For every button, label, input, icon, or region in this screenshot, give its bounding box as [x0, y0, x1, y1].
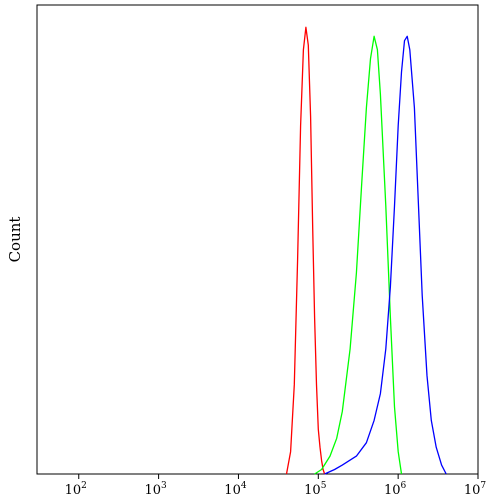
plot-area: [36, 4, 479, 475]
x-tick-exponent: 7: [480, 481, 486, 491]
x-tick-label: 106: [384, 481, 407, 498]
x-tick-base: 10: [224, 483, 241, 498]
histogram-series-3: [324, 35, 447, 475]
histogram-series-2: [314, 35, 403, 475]
x-tick-label: 103: [144, 481, 167, 498]
x-tick-exponent: 5: [321, 481, 327, 491]
x-tick-label: 105: [304, 481, 327, 498]
x-tick-base: 10: [65, 483, 82, 498]
x-tick-label: 107: [464, 481, 487, 498]
y-axis-label: Count: [6, 217, 24, 263]
plot-frame: [36, 4, 479, 475]
x-tick-label: 104: [224, 481, 247, 498]
series-layer: [285, 26, 447, 475]
x-axis: 102 103 104 105 106 107: [65, 474, 487, 498]
x-tick-exponent: 2: [81, 481, 87, 491]
x-tick-base: 10: [464, 483, 481, 498]
x-tick-base: 10: [144, 483, 161, 498]
x-tick-exponent: 3: [161, 481, 167, 491]
x-tick-exponent: 4: [241, 481, 247, 491]
x-tick-label: 102: [65, 481, 87, 498]
histogram-series-1: [285, 26, 326, 475]
x-tick-base: 10: [304, 483, 321, 498]
x-tick-exponent: 6: [401, 481, 407, 491]
x-tick-base: 10: [384, 483, 401, 498]
